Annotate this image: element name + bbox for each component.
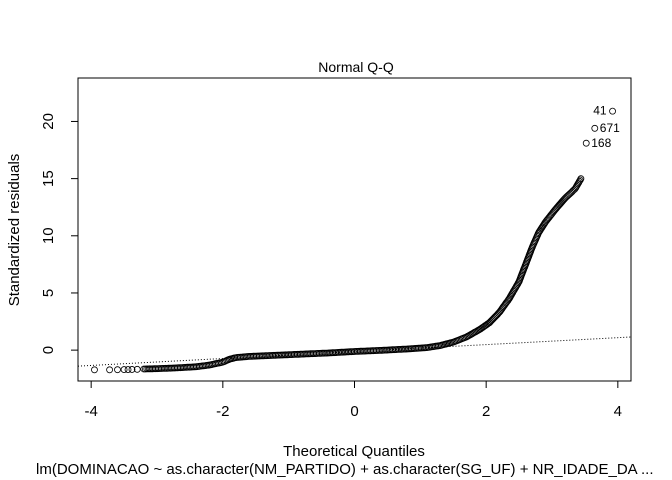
x-tick-label: -4 [84,403,97,420]
residual-point [582,139,590,147]
chart-title: Normal Q-Q [318,59,394,75]
x-tick-label: -2 [216,403,229,420]
residual-point [503,298,511,306]
residual-point [128,366,136,373]
y-tick-label: 20 [40,113,57,130]
residual-point [501,300,509,308]
residual-point [499,304,507,312]
residual-point [495,308,503,316]
residual-point [504,297,512,305]
residual-points [140,175,585,373]
residual-point [499,303,507,311]
x-axis: -4 -2 0 2 4 [84,380,622,420]
residual-point [497,306,505,314]
model-formula: lm(DOMINACAO ~ as.character(NM_PARTIDO) … [36,461,654,478]
plot-frame [77,77,632,382]
y-tick-label: 5 [40,289,57,297]
x-tick-label: 0 [350,403,358,420]
x-tick-label: 2 [482,403,490,420]
residual-point [500,302,508,309]
x-tick-label: 4 [614,403,622,420]
outlier-label: 168 [591,136,611,150]
residual-point [541,219,549,227]
residual-point [133,365,141,373]
y-axis: 0 5 10 15 20 [40,113,79,354]
residual-point [576,176,584,184]
residual-point [591,124,599,132]
residual-point [120,366,128,373]
y-tick-label: 10 [40,227,57,244]
y-tick-label: 15 [40,170,57,187]
y-tick-label: 0 [40,346,57,354]
residual-point [91,366,98,374]
residual-point [496,307,504,315]
residual-point [498,305,506,313]
residual-point [609,107,616,115]
x-axis-label: Theoretical Quantiles [283,443,425,460]
y-axis-label: Standardized residuals [6,154,23,307]
residual-point [106,366,113,374]
residual-point [502,299,510,307]
outlier-label: 41 [593,103,607,117]
residual-point [124,366,132,373]
residual-point [577,175,585,183]
outlier-label: 671 [600,121,620,135]
residual-point [114,366,121,374]
